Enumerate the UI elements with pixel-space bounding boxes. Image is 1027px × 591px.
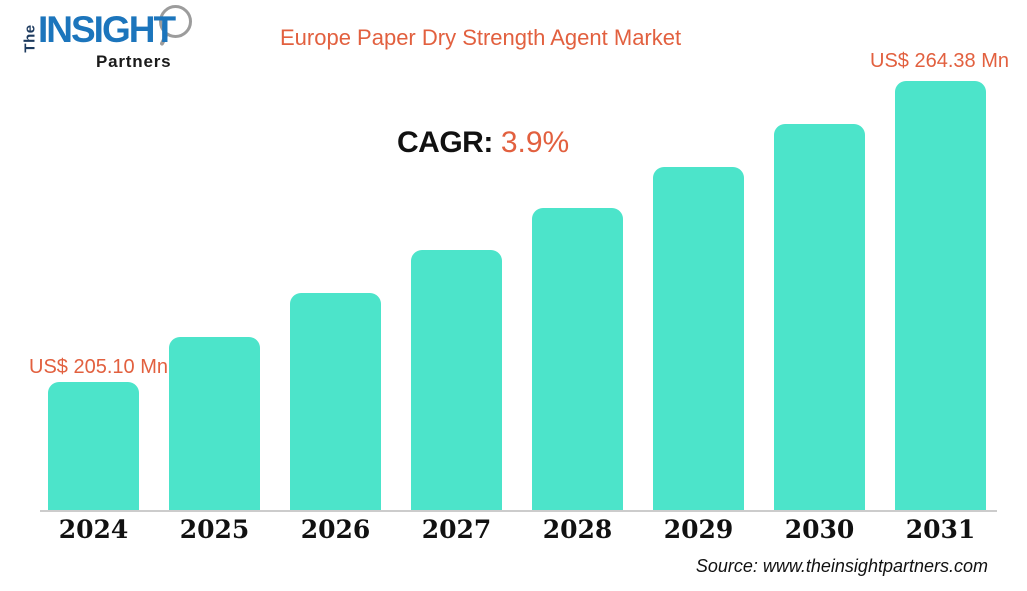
logo-word-insight: INSIGHT [38, 9, 176, 50]
x-tick-2026: 2026 [300, 515, 371, 544]
data-label-2024: US$ 205.10 Mn [29, 356, 168, 378]
x-tick-2030: 2030 [784, 515, 855, 544]
cagr-value: 3.9% [500, 126, 570, 159]
bar-2028 [532, 208, 623, 511]
bar-2024 [48, 382, 139, 511]
x-tick-2028: 2028 [542, 515, 613, 544]
x-tick-2031: 2031 [905, 515, 976, 544]
magnifier-icon [159, 5, 192, 38]
data-label-2031: US$ 264.38 Mn [870, 50, 1009, 72]
bar-2030 [774, 124, 865, 511]
insight-partners-logo: The INSIGHT Partners [21, 5, 210, 74]
cagr-annotation: CAGR: 3.9% [397, 126, 569, 160]
cagr-label: CAGR: [397, 126, 493, 159]
bar-2031 [895, 81, 986, 511]
x-axis-line [40, 510, 997, 512]
x-axis-labels: 2024 2025 2026 2027 2028 2029 2030 2031 [48, 515, 986, 544]
bar-2025 [169, 337, 260, 511]
chart-title: Europe Paper Dry Strength Agent Market [280, 25, 682, 50]
x-tick-2029: 2029 [663, 515, 734, 544]
x-tick-2027: 2027 [421, 515, 492, 544]
source-note: Source: www.theinsightpartners.com [695, 556, 988, 576]
bar-2027 [411, 250, 502, 511]
bar-2029 [653, 167, 744, 511]
x-tick-2025: 2025 [179, 515, 250, 544]
x-tick-2024: 2024 [58, 515, 129, 544]
bar-series [48, 78, 986, 511]
logo-word-the: The [21, 24, 39, 53]
bar-2026 [290, 293, 381, 511]
logo-word-partners: Partners [96, 52, 172, 71]
